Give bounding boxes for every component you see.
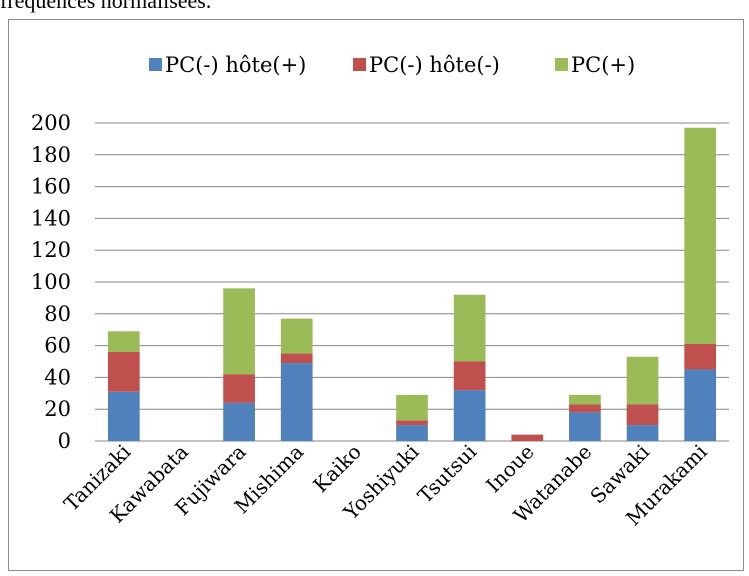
stacked-bar-chart: 0 20 40 60 80 100 120 140 160 180 200 TanizakiKawa… — [31, 53, 729, 531]
bar-segment — [453, 390, 486, 441]
bar-segment — [396, 425, 428, 441]
bar-segment — [684, 344, 717, 370]
y-axis: 0 20 40 60 80 100 120 140 160 180 200 — [31, 111, 71, 453]
bar-segment — [626, 404, 659, 426]
bar-segment — [569, 412, 601, 441]
bar-segment — [396, 394, 428, 421]
y-tick-label: 140 — [31, 206, 71, 230]
bar-segment — [280, 318, 313, 354]
legend-label: PC(-) hôte(+) — [165, 53, 306, 77]
y-tick-label: 200 — [31, 111, 71, 135]
y-tick-label: 80 — [44, 302, 71, 326]
bar-segment — [396, 420, 428, 426]
bar-segment — [280, 363, 313, 441]
y-tick-label: 60 — [44, 334, 71, 358]
y-tick-label: 160 — [31, 175, 71, 199]
legend-label: PC(-) hôte(-) — [369, 53, 500, 77]
x-tick-label: Tsutsui — [413, 440, 481, 508]
y-tick-label: 0 — [58, 429, 71, 453]
bar-segment — [453, 294, 486, 362]
legend-swatch — [555, 58, 568, 71]
bar-segment — [511, 434, 544, 441]
gridlines — [95, 122, 729, 442]
legend-label: PC(+) — [571, 53, 635, 77]
bar-segment — [569, 394, 601, 405]
legend-swatch — [353, 58, 366, 71]
figure-caption: fréquences normalisées. — [0, 0, 212, 13]
bar-segment — [569, 404, 601, 413]
bar-segment — [107, 391, 140, 441]
bar-segment — [107, 331, 140, 352]
legend: PC(-) hôte(+) PC(-) hôte(-) PC(+) — [149, 53, 635, 77]
bar-segment — [280, 353, 313, 364]
y-tick-label: 100 — [31, 270, 71, 294]
y-tick-label: 180 — [31, 143, 71, 167]
chart-frame: 0 20 40 60 80 100 120 140 160 180 200 Tanizaki Kawa… — [8, 19, 744, 571]
bar-segment — [626, 425, 659, 441]
y-tick-label: 120 — [31, 238, 71, 262]
bar-segment — [684, 369, 717, 441]
bar-segment — [626, 356, 659, 405]
y-tick-label: 20 — [44, 397, 71, 421]
bar-segment — [223, 288, 255, 375]
bars — [107, 127, 717, 441]
y-tick-label: 40 — [44, 365, 71, 389]
bar-segment — [107, 351, 140, 392]
bar-segment — [223, 374, 255, 403]
legend-swatch — [149, 58, 162, 71]
bar-segment — [453, 361, 486, 391]
bar-segment — [684, 127, 717, 345]
bar-segment — [223, 402, 255, 441]
